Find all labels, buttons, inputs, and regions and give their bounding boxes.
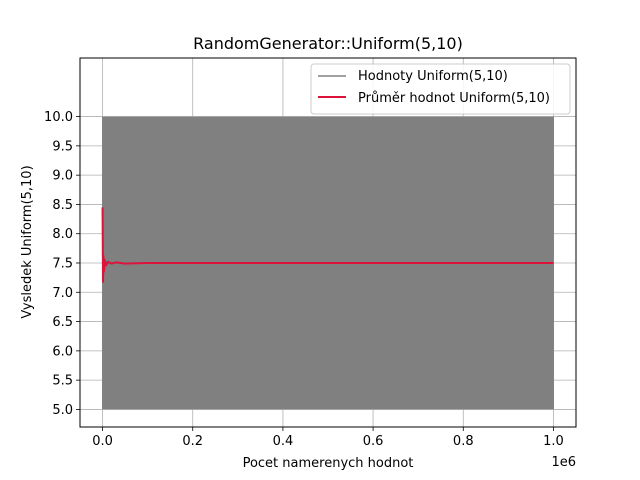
y-tick-label: 6.0: [52, 344, 73, 359]
y-tick-label: 9.0: [52, 169, 73, 184]
y-tick-label: 5.5: [52, 374, 73, 389]
x-tick-label: 0.4: [273, 434, 294, 449]
legend-label-values: Hodnoty Uniform(5,10): [358, 69, 508, 84]
x-tick-label: 1.0: [543, 434, 564, 449]
x-tick-label: 0.6: [363, 434, 384, 449]
y-tick-label: 5.0: [52, 403, 73, 418]
legend: Hodnoty Uniform(5,10) Průměr hodnot Unif…: [310, 63, 571, 115]
y-tick-label: 7.0: [52, 286, 73, 301]
ticks: 0.0 0.2 0.4 0.6 0.8 1.0 5.0 5.5 6.0 6.5 7.0 7.5 8.0 8…: [44, 110, 564, 449]
y-tick-label: 7.5: [52, 257, 73, 272]
chart-title: RandomGenerator::Uniform(5,10): [193, 34, 463, 53]
y-axis-label: Vysledek Uniform(5,10): [20, 165, 35, 318]
x-tick-label: 0.0: [92, 434, 113, 449]
series-layer: [101, 116, 554, 410]
x-tick-label: 0.2: [182, 434, 203, 449]
plot-frame: [79, 57, 577, 428]
y-tick-label: 9.5: [52, 139, 73, 154]
legend-box: [310, 63, 571, 115]
x-tick-label: 0.8: [453, 434, 474, 449]
y-tick-label: 10.0: [44, 110, 73, 125]
legend-label-mean: Průměr hodnot Uniform(5,10): [358, 91, 550, 106]
x-axis-offset-label: 1e6: [551, 455, 576, 470]
y-tick-label: 8.0: [52, 227, 73, 242]
x-axis-label: Pocet namerenych hodnot: [243, 456, 414, 471]
y-tick-label: 8.5: [52, 198, 73, 213]
series-mean-line: [101, 207, 554, 283]
y-tick-label: 6.5: [52, 315, 73, 330]
